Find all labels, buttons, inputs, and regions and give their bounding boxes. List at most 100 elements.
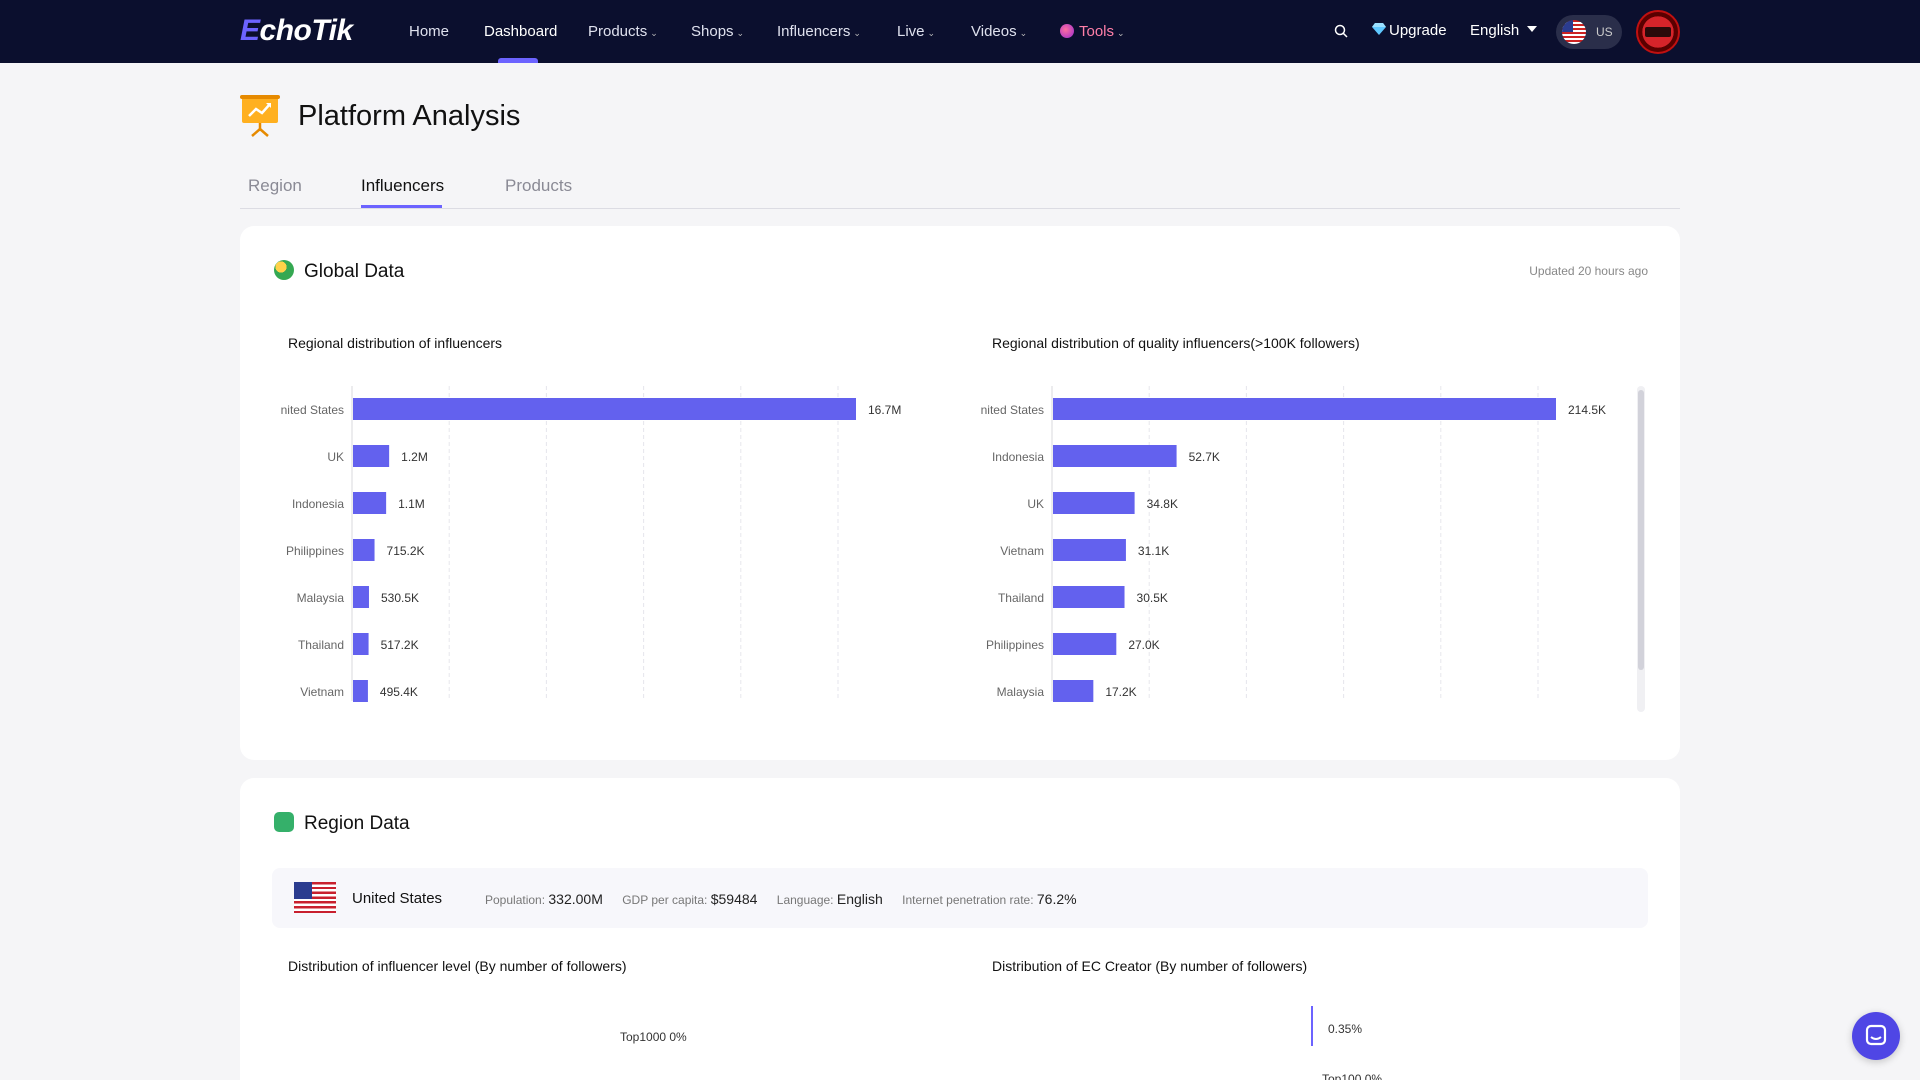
bar-value-label: 31.1K bbox=[1138, 544, 1169, 558]
region-country-name: United States bbox=[352, 890, 443, 907]
bar-category-label: Vietnam bbox=[300, 685, 344, 699]
bar-value-label: 214.5K bbox=[1568, 403, 1606, 417]
bar bbox=[353, 445, 390, 467]
language-select[interactable]: English bbox=[1470, 22, 1538, 39]
nav-live[interactable]: Live ⌄ bbox=[897, 23, 936, 40]
tools-icon bbox=[1060, 24, 1074, 38]
bar bbox=[353, 633, 369, 655]
updated-timestamp: Updated 20 hours ago bbox=[1529, 264, 1648, 278]
bar-value-label: 52.7K bbox=[1189, 450, 1220, 464]
population-label: Population: bbox=[485, 893, 546, 907]
chart-influencers-by-region: United States 16.7M UK 1.2M Indonesia 1.1M Phi… bbox=[280, 386, 901, 702]
nav-home[interactable]: Home bbox=[409, 23, 450, 40]
bar-value-label: 34.8K bbox=[1147, 497, 1178, 511]
tab-region[interactable]: Region bbox=[248, 176, 302, 195]
us-flag-icon bbox=[294, 882, 336, 913]
bar-category-label: United States bbox=[980, 403, 1044, 417]
region-info-bar: United States Population: 332.00M GDP pe… bbox=[272, 868, 1648, 928]
chevron-down-icon: ⌄ bbox=[927, 28, 936, 38]
caret-down-icon bbox=[1527, 26, 1538, 32]
gdp-label: GDP per capita: bbox=[622, 893, 708, 907]
bar-category-label: Indonesia bbox=[992, 450, 1044, 464]
nav-videos[interactable]: Videos ⌄ bbox=[971, 23, 1028, 40]
chevron-down-icon: ⌄ bbox=[736, 28, 745, 38]
global-data-card: Global Data Updated 20 hours ago Regiona… bbox=[240, 226, 1680, 760]
chart-title-ec-creator: Distribution of EC Creator (By number of… bbox=[992, 958, 1308, 974]
bar-category-label: Malaysia bbox=[997, 685, 1045, 699]
bar bbox=[1053, 680, 1094, 702]
bar bbox=[1053, 492, 1135, 514]
pie-label-top100: Top100 0% bbox=[1322, 1072, 1383, 1080]
bar-category-label: Vietnam bbox=[1000, 544, 1044, 558]
region-selector[interactable]: US bbox=[1556, 15, 1622, 49]
bar-value-label: 530.5K bbox=[381, 591, 419, 605]
bar bbox=[353, 586, 369, 608]
presentation-icon bbox=[240, 95, 280, 137]
echotik-logo[interactable]: EchoTik bbox=[240, 14, 353, 47]
bar bbox=[1053, 633, 1117, 655]
bar-category-label: Philippines bbox=[286, 544, 344, 558]
bar bbox=[353, 539, 375, 561]
bar-value-label: 17.2K bbox=[1105, 685, 1136, 699]
search-icon[interactable] bbox=[1334, 24, 1348, 38]
pie-label-top1000: Top1000 0% bbox=[620, 1030, 687, 1044]
chat-icon bbox=[1865, 1024, 1887, 1046]
nav-influencers[interactable]: Influencers ⌄ bbox=[777, 23, 861, 40]
bar bbox=[1053, 445, 1177, 467]
bar-category-label: UK bbox=[1027, 497, 1044, 511]
bar-value-label: 30.5K bbox=[1137, 591, 1168, 605]
population-value: 332.00M bbox=[548, 891, 603, 907]
bar-value-label: 27.0K bbox=[1128, 638, 1159, 652]
bar-value-label: 16.7M bbox=[868, 403, 901, 417]
pie-slice-edge bbox=[1311, 1006, 1313, 1046]
region-stats: Population: 332.00M GDP per capita: $594… bbox=[485, 891, 1093, 907]
bar bbox=[353, 680, 368, 702]
nav-active-indicator bbox=[498, 58, 538, 63]
chat-support-button[interactable] bbox=[1852, 1012, 1900, 1060]
active-tab-indicator bbox=[361, 205, 442, 208]
chevron-down-icon: ⌄ bbox=[1117, 28, 1125, 38]
chevron-down-icon: ⌄ bbox=[1019, 28, 1028, 38]
pie-label-percent: 0.35% bbox=[1328, 1022, 1363, 1036]
globe-icon bbox=[274, 260, 294, 280]
region-data-card: Region Data United States Population: 33… bbox=[240, 778, 1680, 1080]
map-pin-icon bbox=[274, 812, 294, 832]
chart-title-influencers: Regional distribution of influencers bbox=[288, 335, 503, 351]
region-data-title: Region Data bbox=[274, 812, 410, 835]
chart-quality-influencers-by-region: United States 214.5K Indonesia 52.7K UK 34.8K… bbox=[980, 386, 1606, 702]
bar-value-label: 715.2K bbox=[387, 544, 425, 558]
language-label: Language: bbox=[776, 893, 834, 907]
page-title: Platform Analysis bbox=[298, 100, 521, 132]
bar bbox=[1053, 586, 1125, 608]
gdp-value: $59484 bbox=[710, 891, 758, 907]
nav-dashboard[interactable]: Dashboard bbox=[484, 23, 558, 40]
tab-bar: Region Influencers Products bbox=[240, 160, 1680, 209]
bar-value-label: 1.2M bbox=[401, 450, 428, 464]
scrollbar-thumb[interactable] bbox=[1638, 390, 1644, 670]
bar-category-label: Indonesia bbox=[292, 497, 344, 511]
bar-category-label: Thailand bbox=[298, 638, 344, 652]
region-code: US bbox=[1596, 25, 1613, 39]
diamond-icon bbox=[1372, 23, 1386, 35]
nav-tools[interactable]: Tools ⌄ bbox=[1060, 23, 1125, 40]
chevron-down-icon: ⌄ bbox=[853, 28, 861, 38]
chart-title-influencer-level: Distribution of influencer level (By num… bbox=[288, 958, 627, 974]
upgrade-button[interactable]: Upgrade bbox=[1372, 22, 1447, 39]
chart-title-quality-influencers: Regional distribution of quality influen… bbox=[992, 335, 1360, 351]
language-value: English bbox=[836, 891, 883, 907]
user-avatar[interactable] bbox=[1636, 10, 1680, 54]
tab-products[interactable]: Products bbox=[505, 176, 573, 195]
bar-category-label: United States bbox=[280, 403, 344, 417]
tab-influencers[interactable]: Influencers bbox=[361, 176, 445, 195]
nav-shops[interactable]: Shops ⌄ bbox=[691, 23, 745, 40]
bar-category-label: Malaysia bbox=[297, 591, 345, 605]
bar-value-label: 495.4K bbox=[380, 685, 418, 699]
nav-products[interactable]: Products ⌄ bbox=[588, 23, 658, 40]
bar-value-label: 1.1M bbox=[398, 497, 425, 511]
bar-category-label: Philippines bbox=[986, 638, 1044, 652]
chart-scrollbar[interactable] bbox=[1637, 386, 1645, 712]
us-flag-icon bbox=[1562, 20, 1586, 44]
bar-category-label: UK bbox=[327, 450, 344, 464]
bar-value-label: 517.2K bbox=[381, 638, 419, 652]
internet-label: Internet penetration rate: bbox=[902, 893, 1034, 907]
